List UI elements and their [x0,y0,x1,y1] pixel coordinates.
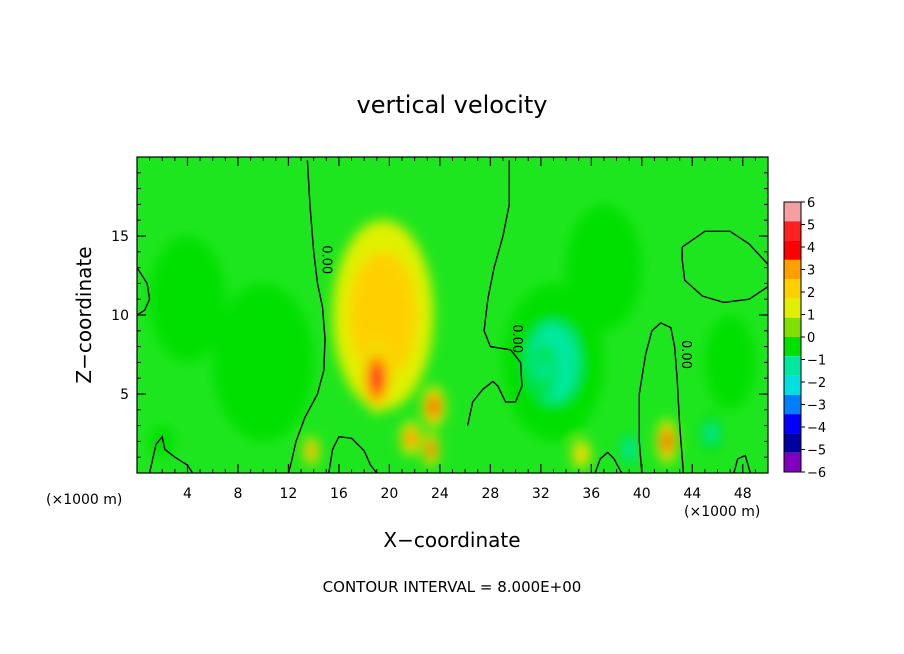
field-feature [538,357,551,383]
contour-line [328,435,378,473]
colorbar-label: −5 [807,444,826,459]
colorbar-label: −2 [807,376,826,391]
colorbar-label: −1 [807,354,826,369]
colorbar-swatch [784,433,801,453]
x-tick-label: 44 [683,486,701,502]
colorbar-label: 4 [807,241,815,256]
contour-line [638,322,685,473]
x-tick-label: 28 [481,486,499,502]
field-feature [149,425,175,458]
y-tick-label: 15 [111,229,129,245]
contour-line [137,267,151,316]
velocity-field [137,157,768,473]
field-feature [373,372,380,384]
x-tick-label: 8 [233,486,242,502]
field-feature [428,445,435,453]
x-tick-label: 16 [330,486,348,502]
colorbar-swatch [784,414,801,434]
field-feature [430,402,437,411]
colorbar-swatch [784,375,801,395]
field-feature [566,204,642,331]
x-tick-label: 48 [734,486,752,502]
colorbar-swatch [784,317,801,337]
field-feature [407,433,414,443]
colorbar-swatch [784,279,801,299]
y-tick-label: 10 [111,308,129,324]
field-feature [308,447,315,455]
x-tick-label: 20 [380,486,398,502]
colorbar-label: −6 [807,466,826,481]
x-axis-label: X−coordinate [383,528,520,552]
colorbar-swatch [784,259,801,280]
contour-line [466,160,523,426]
contour-interval-note: CONTOUR INTERVAL = 8.000E+00 [323,578,582,596]
colorbar-swatch [784,356,801,376]
colorbar-label: −4 [807,421,826,436]
chart-title: vertical velocity [357,91,548,119]
x-tick-label: 12 [280,486,298,502]
colorbar-label: 0 [807,331,815,346]
colorbar-label: 6 [807,196,815,211]
colorbar-swatch [784,240,801,260]
colorbar-label: 3 [807,264,815,279]
x-tick-label: 36 [582,486,600,502]
contour-line [733,454,751,473]
colorbar-swatch [784,452,801,472]
x-tick-label: 24 [431,486,449,502]
contour-label: 0.00 [509,324,524,353]
colorbar-swatch [784,202,801,222]
field-feature [366,283,400,347]
x-tick-label: 40 [633,486,651,502]
colorbar-label: −3 [807,399,826,414]
colorbar-label: 2 [807,286,815,301]
colorbar-label: 5 [807,219,815,234]
y-axis-label: Z−coordinate [72,246,96,383]
contour-line [594,451,623,473]
colorbar-swatch [784,298,801,318]
field-feature [704,315,756,410]
colorbar-swatch [784,337,801,357]
x-units-right: (×1000 m) [684,504,760,520]
zero-contours: 0.00 0.00 0.00 [137,160,768,473]
colorbar: 6 5 4 3 2 1 0 −1 −2 −3 −4 −5 −6 [783,196,826,481]
contour-line [681,230,768,304]
colorbar-swatch [784,221,801,241]
field-feature [149,236,226,363]
x-units-left: (×1000 m) [46,492,122,508]
x-tick-label: 4 [183,486,192,502]
field-feature [626,443,633,456]
y-tick-label: 5 [120,387,129,403]
contour-label: 0.00 [319,245,334,274]
x-tick-label: 32 [532,486,550,502]
field-feature [705,424,717,443]
contour-line [287,160,326,473]
field-feature [212,283,314,442]
colorbar-label: 1 [807,309,815,324]
contour-label: 0.00 [678,340,693,369]
field-feature [578,449,585,459]
colorbar-swatch [784,394,801,415]
field-feature [664,436,671,446]
